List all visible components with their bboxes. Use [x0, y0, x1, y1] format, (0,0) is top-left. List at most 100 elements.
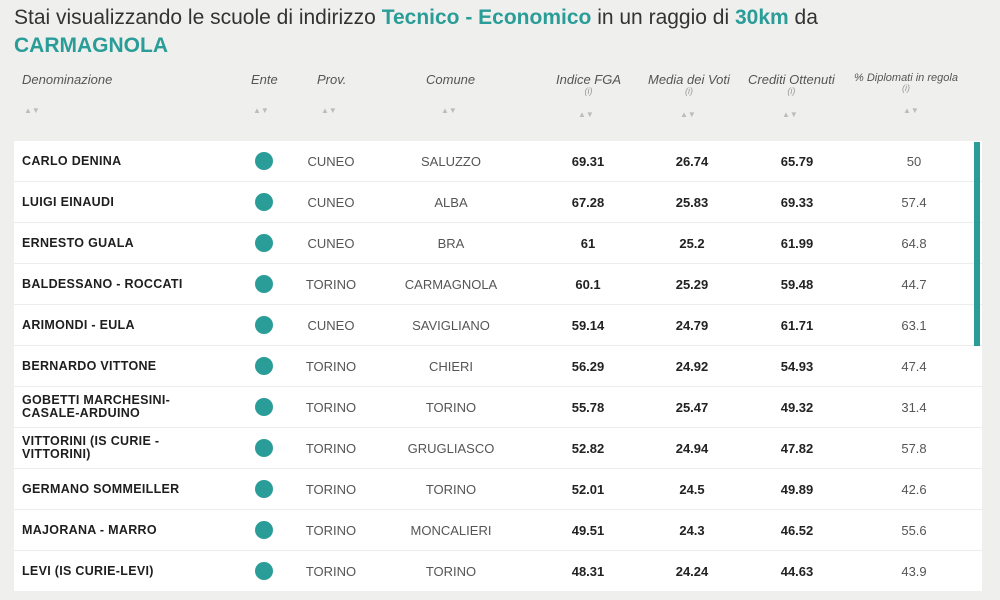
diplomati-cell: 57.8 — [901, 440, 927, 456]
crediti-cell: 49.89 — [780, 481, 814, 497]
crediti-cell: 44.63 — [780, 563, 814, 579]
fga-cell: 69.31 — [571, 153, 605, 169]
diplomati-cell: 64.8 — [901, 235, 927, 251]
scrollbar-thumb[interactable] — [974, 142, 980, 346]
schools-table: CARLO DENINA CUNEO SALUZZO 69.31 26.74 6… — [14, 141, 982, 591]
ente-dot-icon — [255, 480, 273, 498]
table-row[interactable]: LUIGI EINAUDI CUNEO ALBA 67.28 25.83 69.… — [14, 182, 982, 223]
info-icon[interactable]: (i) — [584, 86, 593, 96]
fga-cell: 52.01 — [571, 481, 605, 497]
table-row[interactable]: LEVI (IS CURIE-LEVI) TORINO TORINO 48.31… — [14, 551, 982, 591]
table-row[interactable]: VITTORINI (IS CURIE - VITTORINI) TORINO … — [14, 428, 982, 469]
crediti-cell: 65.79 — [780, 153, 814, 169]
school-name[interactable]: MAJORANA - MARRO — [22, 522, 157, 537]
ente-cell — [254, 346, 274, 386]
col-prov[interactable]: Prov. — [317, 72, 347, 87]
ente-cell — [254, 305, 274, 345]
info-icon[interactable]: (i) — [901, 83, 910, 93]
page-heading: Stai visualizzando le scuole di indirizz… — [14, 4, 974, 60]
heading-city: CARMAGNOLA — [14, 34, 168, 57]
ente-dot-icon — [255, 398, 273, 416]
school-name[interactable]: LEVI (IS CURIE-LEVI) — [22, 563, 154, 578]
col-crediti[interactable]: Crediti Ottenuti (i) — [748, 72, 835, 96]
fga-cell: 49.51 — [571, 522, 605, 538]
comune-cell: TORINO — [425, 481, 477, 497]
fga-cell: 60.1 — [575, 276, 601, 292]
sort-arrows-icon[interactable]: ▲▼ — [680, 110, 696, 119]
table-header: Denominazione Ente Prov. Comune Indice F… — [0, 72, 1000, 132]
media-cell: 25.29 — [675, 276, 709, 292]
media-cell: 24.5 — [679, 481, 705, 497]
media-cell: 25.83 — [675, 194, 709, 210]
school-name[interactable]: ERNESTO GUALA — [22, 235, 135, 250]
info-icon[interactable]: (i) — [787, 86, 796, 96]
ente-cell — [254, 469, 274, 509]
col-ente[interactable]: Ente — [251, 72, 278, 87]
comune-cell: CARMAGNOLA — [404, 276, 498, 292]
ente-cell — [254, 428, 274, 468]
ente-dot-icon — [255, 275, 273, 293]
school-name[interactable]: LUIGI EINAUDI — [22, 194, 115, 209]
ente-cell — [254, 141, 274, 181]
table-row[interactable]: BALDESSANO - ROCCATI TORINO CARMAGNOLA 6… — [14, 264, 982, 305]
col-denominazione[interactable]: Denominazione — [22, 72, 113, 87]
school-name[interactable]: GERMANO SOMMEILLER — [22, 481, 180, 496]
diplomati-cell: 31.4 — [901, 399, 927, 415]
col-media-label: Media dei Voti — [648, 72, 730, 87]
media-cell: 24.3 — [679, 522, 705, 538]
school-name[interactable]: VITTORINI (IS CURIE - VITTORINI) — [22, 434, 160, 461]
sort-arrows-icon[interactable]: ▲▼ — [321, 106, 337, 115]
media-cell: 24.24 — [675, 563, 709, 579]
diplomati-cell: 42.6 — [901, 481, 927, 497]
prov-cell: CUNEO — [307, 317, 355, 333]
prov-cell: TORINO — [305, 399, 357, 415]
comune-cell: SAVIGLIANO — [412, 317, 490, 333]
crediti-cell: 61.99 — [780, 235, 814, 251]
comune-cell: BRA — [437, 235, 465, 251]
table-row[interactable]: MAJORANA - MARRO TORINO MONCALIERI 49.51… — [14, 510, 982, 551]
diplomati-cell: 50 — [906, 153, 922, 169]
sort-arrows-icon[interactable]: ▲▼ — [578, 110, 594, 119]
school-name[interactable]: GOBETTI MARCHESINI-CASALE-ARDUINO — [22, 393, 171, 420]
school-name[interactable]: ARIMONDI - EULA — [22, 317, 135, 332]
table-row[interactable]: BERNARDO VITTONE TORINO CHIERI 56.29 24.… — [14, 346, 982, 387]
media-cell: 26.74 — [675, 153, 709, 169]
media-cell: 25.2 — [679, 235, 705, 251]
prov-cell: TORINO — [305, 440, 357, 456]
sort-arrows-icon[interactable]: ▲▼ — [253, 106, 269, 115]
table-row[interactable]: GOBETTI MARCHESINI-CASALE-ARDUINO TORINO… — [14, 387, 982, 428]
table-row[interactable]: CARLO DENINA CUNEO SALUZZO 69.31 26.74 6… — [14, 141, 982, 182]
prov-cell: CUNEO — [307, 194, 355, 210]
crediti-cell: 61.71 — [780, 317, 814, 333]
ente-dot-icon — [255, 439, 273, 457]
diplomati-cell: 55.6 — [901, 522, 927, 538]
sort-arrows-icon[interactable]: ▲▼ — [24, 106, 40, 115]
sort-arrows-icon[interactable]: ▲▼ — [782, 110, 798, 119]
heading-raggio: 30km — [734, 6, 789, 29]
prov-cell: TORINO — [305, 522, 357, 538]
table-row[interactable]: ERNESTO GUALA CUNEO BRA 61 25.2 61.99 64… — [14, 223, 982, 264]
ente-cell — [254, 182, 274, 222]
col-diplomati[interactable]: % Diplomati in regola (i) — [854, 72, 958, 93]
crediti-cell: 47.82 — [780, 440, 814, 456]
crediti-cell: 49.32 — [780, 399, 814, 415]
media-cell: 24.92 — [675, 358, 709, 374]
prov-cell: CUNEO — [307, 235, 355, 251]
sort-arrows-icon[interactable]: ▲▼ — [903, 106, 919, 115]
media-cell: 25.47 — [675, 399, 709, 415]
col-comune[interactable]: Comune — [426, 72, 476, 87]
heading-indirizzo: Tecnico - Economico — [381, 6, 592, 29]
col-media[interactable]: Media dei Voti (i) — [648, 72, 730, 96]
col-diplomati-label: % Diplomati in regola — [854, 72, 958, 84]
media-cell: 24.79 — [675, 317, 709, 333]
school-name[interactable]: BERNARDO VITTONE — [22, 358, 157, 373]
school-name[interactable]: BALDESSANO - ROCCATI — [22, 276, 183, 291]
sort-arrows-icon[interactable]: ▲▼ — [441, 106, 457, 115]
table-row[interactable]: ARIMONDI - EULA CUNEO SAVIGLIANO 59.14 2… — [14, 305, 982, 346]
info-icon[interactable]: (i) — [684, 86, 693, 96]
col-fga[interactable]: Indice FGA (i) — [556, 72, 621, 96]
school-name[interactable]: CARLO DENINA — [22, 153, 122, 168]
crediti-cell: 59.48 — [780, 276, 814, 292]
ente-dot-icon — [255, 234, 273, 252]
table-row[interactable]: GERMANO SOMMEILLER TORINO TORINO 52.01 2… — [14, 469, 982, 510]
